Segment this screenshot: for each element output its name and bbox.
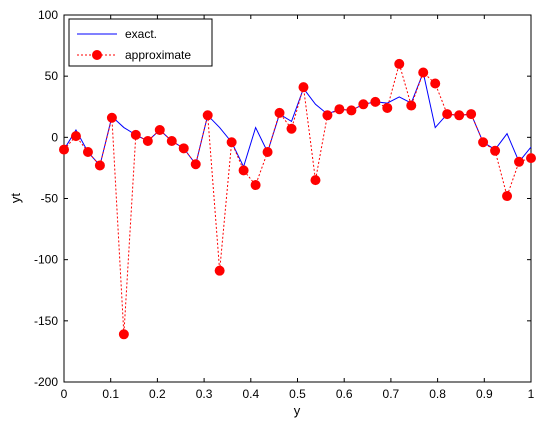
data-point-approximate (490, 145, 501, 156)
data-point-approximate (322, 110, 333, 121)
data-point-approximate (274, 107, 285, 118)
x-tick-label: 0.4 (242, 387, 259, 401)
data-point-approximate (514, 156, 525, 167)
data-point-approximate (418, 67, 429, 78)
data-point-approximate (142, 136, 153, 146)
plot-area (63, 14, 532, 383)
y-axis-ticks: 100 50 0 -50 -100 -150 -200 (34, 8, 531, 389)
legend-entry-approximate: approximate (125, 48, 191, 62)
data-point-approximate (106, 112, 117, 123)
data-point-approximate (214, 265, 225, 276)
data-point-approximate (202, 110, 213, 121)
x-tick-label: 0.1 (102, 387, 119, 401)
data-point-approximate (382, 102, 393, 113)
data-point-approximate (334, 104, 345, 115)
data-point-approximate (394, 58, 405, 69)
x-tick-label: 0.3 (196, 387, 213, 401)
data-point-approximate (526, 153, 536, 164)
x-tick-label: 0.7 (383, 387, 400, 401)
data-point-approximate (238, 165, 249, 176)
x-tick-label: 0.8 (429, 387, 446, 401)
data-point-approximate (478, 137, 489, 148)
data-point-approximate (406, 100, 417, 111)
y-tick-label: -200 (34, 375, 58, 389)
data-point-approximate (70, 131, 81, 142)
data-point-approximate (298, 82, 309, 93)
y-tick-label: -150 (34, 314, 58, 328)
data-point-approximate (94, 160, 105, 171)
data-point-approximate (166, 136, 177, 146)
data-point-approximate (59, 144, 69, 155)
data-point-approximate (226, 137, 237, 148)
data-point-approximate (250, 180, 261, 191)
data-point-approximate (178, 143, 189, 154)
data-point-approximate (262, 147, 273, 158)
data-point-approximate (154, 124, 165, 135)
series-layer (59, 58, 536, 340)
y-tick-label: 0 (51, 130, 58, 144)
data-point-approximate (370, 96, 381, 107)
y-tick-label: -50 (41, 192, 59, 206)
y-tick-label: -100 (34, 253, 58, 267)
data-point-approximate (190, 159, 201, 170)
legend-entry-exact: exact. (125, 27, 157, 41)
data-point-approximate (430, 78, 441, 89)
x-tick-label: 0 (61, 387, 68, 401)
data-point-approximate (442, 109, 453, 120)
data-point-approximate (130, 129, 141, 140)
x-tick-label: 0.9 (476, 387, 493, 401)
data-point-approximate (118, 329, 129, 340)
y-tick-label: 50 (45, 69, 59, 83)
y-axis-label: yt (8, 193, 23, 204)
data-point-approximate (502, 191, 513, 202)
data-point-approximate (82, 147, 93, 158)
data-point-approximate (358, 99, 369, 110)
x-axis-label: y (294, 403, 301, 418)
legend: exact. approximate (68, 18, 213, 67)
x-tick-label: 0.2 (149, 387, 166, 401)
data-point-approximate (466, 109, 477, 120)
y-tick-label: 100 (38, 8, 58, 22)
data-point-approximate (454, 110, 465, 121)
data-point-approximate (346, 105, 357, 116)
x-tick-label: 0.5 (289, 387, 306, 401)
data-point-approximate (286, 123, 297, 134)
x-axis-ticks: 0 0.1 0.2 0.3 0.4 0.5 0.6 0.7 0.8 0.9 1 (61, 15, 535, 401)
x-tick-label: 1 (528, 387, 535, 401)
legend-marker-approximate (92, 50, 102, 60)
data-point-approximate (310, 175, 321, 186)
legend-box (68, 18, 213, 67)
series-line-approximate (63, 62, 532, 335)
x-tick-label: 0.6 (336, 387, 353, 401)
